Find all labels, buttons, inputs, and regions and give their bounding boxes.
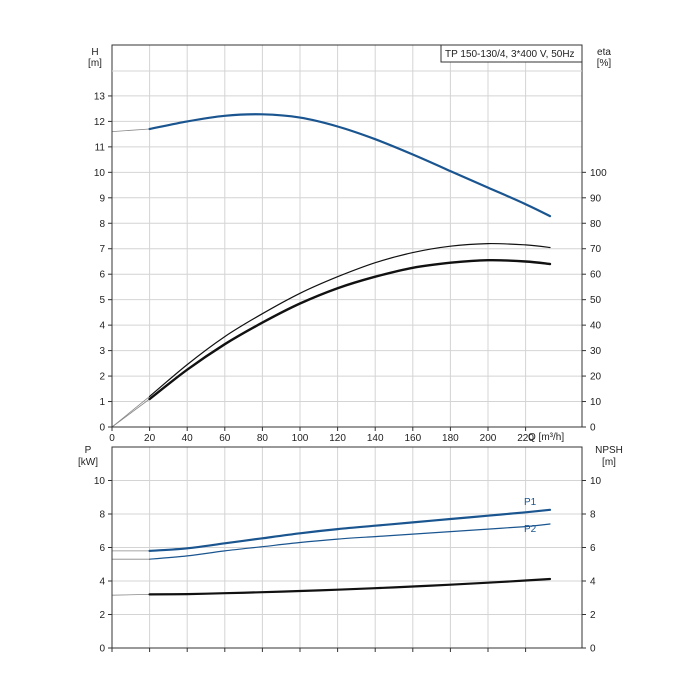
left-tick-label: 12 [94, 117, 106, 128]
left-tick-label: 7 [99, 244, 105, 255]
left-tick-label: 10 [94, 168, 106, 179]
series-extension-line [111, 398, 150, 428]
left-tick-label: 8 [99, 219, 105, 230]
flow-axis-label: Q [m³/h] [528, 432, 564, 443]
x-tick-label: 40 [182, 433, 194, 444]
npsh-axis-unit: [m] [602, 457, 616, 468]
series-label-p2: P2 [524, 524, 537, 535]
power-axis-unit: [kW] [78, 457, 98, 468]
head-axis-label: H [91, 47, 98, 58]
x-tick-label: 100 [292, 433, 309, 444]
flow-axis-ticks: 0 20 40 60 80 100 120 140 160 180 200 220 [109, 427, 534, 444]
x-tick-label: 140 [367, 433, 384, 444]
power-axis-ticks: 0 2 4 6 8 10 [94, 476, 112, 655]
series-line-p0-s1 [149, 242, 551, 397]
right-tick-label: 10 [590, 397, 602, 408]
series-line-p0-s2 [148, 258, 552, 401]
right-tick-label: 4 [590, 577, 596, 588]
right-tick-label: 6 [590, 543, 596, 554]
x-tick-label: 60 [219, 433, 231, 444]
left-tick-label: 2 [99, 372, 105, 383]
power-npsh-panel: 0 2 4 6 8 10 0 2 4 6 8 10 P [kW] NPSH [m] P1 P2 [78, 445, 623, 655]
right-tick-label: 0 [590, 423, 596, 434]
left-tick-label: 6 [99, 543, 105, 554]
right-tick-label: 70 [590, 244, 602, 255]
left-tick-label: 1 [99, 397, 105, 408]
power-axis-label: P [85, 445, 92, 456]
left-tick-label: 0 [99, 644, 105, 655]
right-tick-label: 8 [590, 510, 596, 521]
head-efficiency-panel: TP 150-130/4, 3*400 V, 50Hz 012345678910… [88, 44, 612, 444]
x-tick-label: 200 [480, 433, 497, 444]
eta-axis-unit: [%] [597, 58, 612, 69]
x-tick-label: 220 [517, 433, 534, 444]
right-tick-label: 50 [590, 295, 602, 306]
right-tick-label: 90 [590, 193, 602, 204]
x-tick-label: 120 [329, 433, 346, 444]
left-tick-label: 3 [99, 346, 105, 357]
right-tick-label: 80 [590, 219, 602, 230]
title-box-frame [440, 44, 583, 63]
right-tick-label: 40 [590, 321, 602, 332]
left-tick-label: 8 [99, 510, 105, 521]
eta-axis-label: eta [597, 47, 611, 58]
series-extension-line [111, 128, 150, 132]
npsh-axis-ticks: 0 2 4 6 8 10 [582, 476, 602, 655]
title-box: TP 150-130/4, 3*400 V, 50Hz [440, 44, 583, 63]
bottom-series [111, 508, 552, 596]
top-series [111, 113, 552, 428]
x-tick-label: 80 [257, 433, 269, 444]
right-tick-label: 10 [590, 476, 602, 487]
x-tick-label: 160 [404, 433, 421, 444]
series-line-p2 [149, 523, 551, 560]
series-line-p0-s0 [148, 113, 552, 218]
top-plot-frame [111, 44, 583, 428]
top-grid [112, 45, 582, 427]
right-tick-label: 100 [590, 168, 607, 179]
right-tick-label: 2 [590, 610, 596, 621]
left-tick-label: 9 [99, 193, 105, 204]
series-label-p1: P1 [524, 497, 537, 508]
left-tick-label: 6 [99, 270, 105, 281]
left-tick-label: 5 [99, 295, 105, 306]
right-tick-label: 30 [590, 346, 602, 357]
head-axis-unit: [m] [88, 58, 102, 69]
eta-axis-ticks: 0 10 20 30 40 50 60 70 80 90 100 [582, 168, 607, 434]
right-tick-label: 20 [590, 372, 602, 383]
left-tick-label: 4 [99, 321, 105, 332]
left-tick-label: 11 [95, 142, 106, 153]
series-extension-line [111, 594, 150, 596]
series-line-p1 [148, 508, 552, 552]
x-tick-label: 0 [109, 433, 115, 444]
left-tick-label: 0 [99, 423, 105, 434]
left-tick-label: 4 [99, 577, 105, 588]
x-tick-label: 180 [442, 433, 459, 444]
left-tick-label: 10 [94, 476, 106, 487]
x-tick-label: 20 [144, 433, 156, 444]
left-tick-label: 13 [94, 91, 106, 102]
right-tick-label: 0 [590, 644, 596, 655]
npsh-axis-label: NPSH [595, 445, 623, 456]
right-tick-label: 60 [590, 270, 602, 281]
series-line-p1-s2 [148, 577, 552, 596]
left-tick-label: 2 [99, 610, 105, 621]
chart-title: TP 150-130/4, 3*400 V, 50Hz [445, 49, 575, 60]
